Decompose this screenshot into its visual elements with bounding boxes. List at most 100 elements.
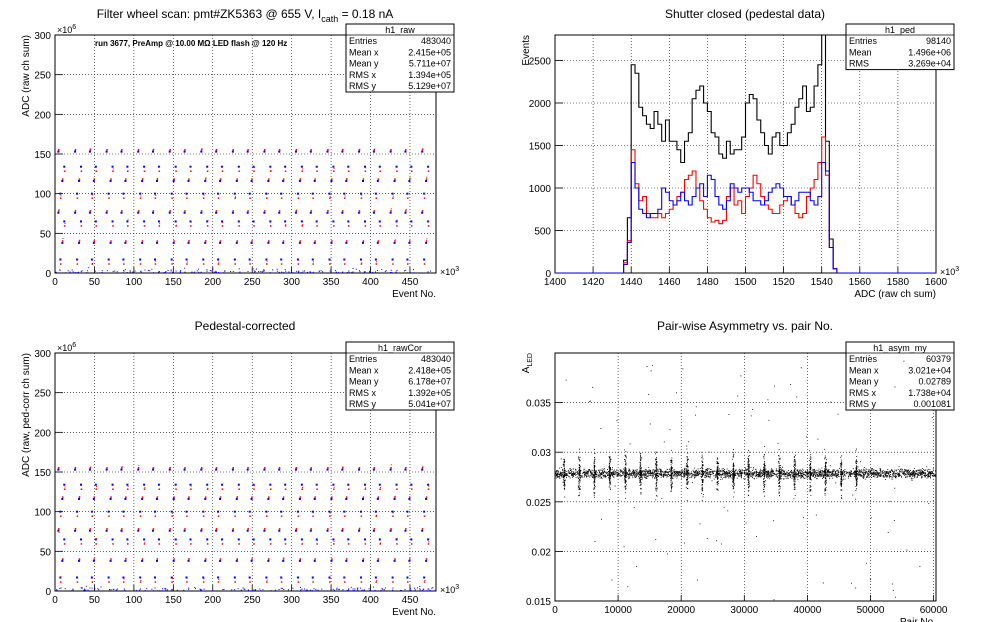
data-point — [925, 475, 927, 476]
data-point — [141, 240, 144, 242]
data-point — [687, 483, 689, 485]
data-point — [681, 474, 683, 476]
data-point — [614, 473, 616, 475]
data-point — [863, 473, 865, 475]
data-point — [311, 590, 313, 591]
data-point — [722, 470, 724, 472]
data-point — [598, 471, 600, 473]
data-point — [105, 211, 108, 214]
data-point — [590, 471, 592, 473]
data-point — [837, 474, 839, 476]
data-point — [837, 471, 839, 473]
data-point — [202, 581, 205, 583]
data-point — [879, 475, 881, 477]
data-point — [863, 476, 865, 477]
data-point — [781, 468, 783, 470]
data-point — [278, 150, 281, 153]
data-point — [771, 470, 773, 472]
data-point — [807, 472, 809, 474]
data-point — [745, 469, 747, 471]
data-point — [624, 482, 626, 484]
data-point — [782, 470, 784, 472]
data-point — [756, 473, 758, 475]
data-point — [190, 166, 192, 168]
data-point — [358, 149, 361, 151]
data-point — [638, 475, 640, 477]
data-point — [310, 274, 312, 276]
data-point — [158, 271, 160, 273]
data-point — [817, 475, 819, 477]
data-point — [748, 472, 750, 474]
data-point — [828, 469, 830, 471]
data-point — [790, 469, 792, 471]
data-point — [739, 471, 741, 473]
data-point — [801, 472, 803, 474]
data-point — [718, 473, 720, 475]
data-point — [378, 241, 380, 243]
data-point — [327, 210, 329, 212]
data-point — [825, 471, 827, 473]
data-point — [676, 473, 677, 475]
data-points — [55, 148, 432, 276]
stats-box — [845, 23, 955, 71]
data-point — [673, 471, 675, 473]
data-point — [186, 581, 188, 583]
data-point — [655, 471, 657, 473]
data-point — [647, 472, 649, 474]
data-point — [252, 165, 255, 168]
data-point — [587, 475, 589, 477]
data-point — [202, 258, 205, 261]
data-point — [358, 529, 361, 532]
data-point — [802, 468, 804, 470]
data-point — [563, 484, 565, 485]
data-point — [672, 472, 674, 474]
data-point — [813, 470, 815, 472]
data-point — [835, 475, 837, 477]
data-point — [298, 259, 300, 261]
data-point — [802, 477, 804, 479]
data-point — [660, 474, 662, 476]
data-point — [634, 469, 636, 471]
data-point — [694, 472, 696, 474]
data-point — [783, 475, 785, 477]
data-point — [716, 469, 718, 471]
y-axis-label: ALED — [521, 353, 534, 373]
data-point — [737, 474, 739, 476]
data-point — [895, 475, 897, 477]
stats-label: RMS x — [849, 388, 877, 398]
data-point — [649, 473, 651, 475]
data-point — [281, 197, 283, 199]
data-point — [906, 476, 908, 478]
data-point — [61, 497, 64, 500]
data-point — [715, 475, 717, 477]
data-point — [661, 475, 663, 477]
data-point — [739, 471, 741, 472]
data-point — [820, 472, 822, 474]
data-point — [655, 474, 657, 475]
data-point — [671, 460, 673, 462]
data-point — [562, 475, 564, 477]
data-point — [578, 467, 580, 468]
data-point — [375, 271, 377, 273]
data-point — [89, 528, 92, 530]
data-point — [215, 211, 218, 214]
data-point — [143, 170, 146, 172]
data-point — [791, 473, 793, 475]
data-point — [283, 557, 285, 559]
data-point — [555, 474, 557, 476]
data-point — [96, 220, 98, 222]
data-point — [701, 451, 703, 453]
data-point — [684, 475, 686, 477]
data-point — [200, 589, 202, 591]
data-point — [282, 179, 285, 182]
data-point — [94, 588, 96, 590]
data-point — [670, 460, 672, 461]
data-point — [805, 472, 807, 474]
data-point — [157, 177, 159, 179]
data-point — [703, 472, 705, 474]
data-point — [592, 470, 594, 472]
data-point — [627, 476, 629, 478]
data-point — [624, 481, 626, 483]
data-point — [728, 475, 730, 477]
data-point — [408, 559, 411, 562]
